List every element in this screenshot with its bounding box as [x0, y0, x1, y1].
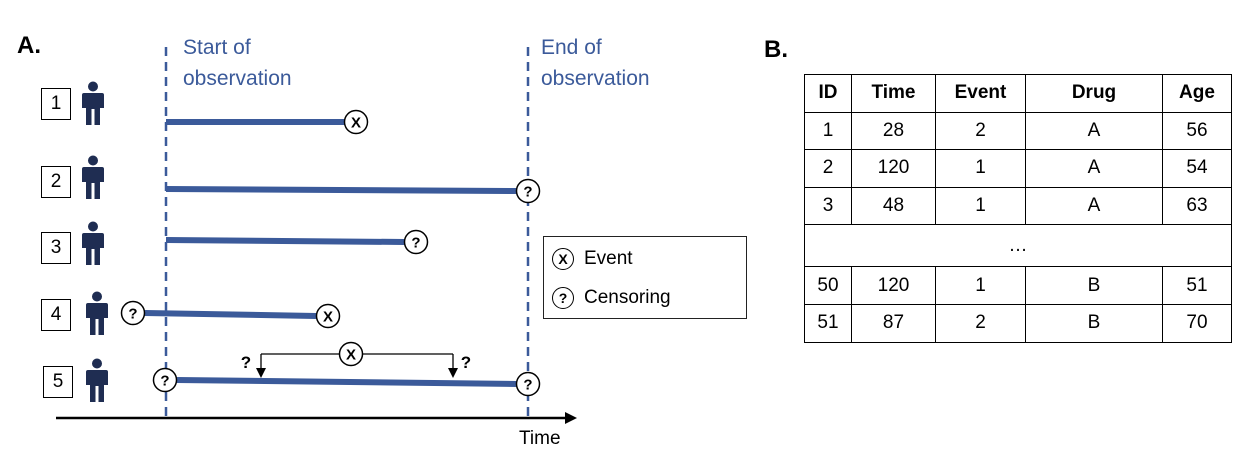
table-cell: B — [1025, 303, 1163, 343]
table-cell: 2 — [935, 111, 1026, 151]
interval-left-question: ? — [241, 353, 251, 372]
column-header-drug: Drug — [1025, 74, 1163, 113]
table-cell: 51 — [1162, 266, 1232, 305]
start-of-observation-label: Start of observation — [183, 36, 292, 90]
subject-id-box-4: 4 — [41, 299, 71, 331]
table-cell: 50 — [804, 266, 852, 305]
table-cell: B — [1025, 266, 1163, 305]
table-row: 1 28 2 A 56 — [804, 111, 1232, 151]
timeline-subject-3 — [165, 237, 405, 245]
table-cell: 2 — [935, 303, 1026, 343]
interval-right-question: ? — [461, 353, 471, 372]
table-cell: A — [1025, 149, 1163, 188]
column-header-age: Age — [1162, 74, 1232, 113]
table-ellipsis: … — [804, 224, 1232, 268]
person-icon — [82, 81, 104, 125]
event-marker-subject-1: X — [343, 109, 369, 135]
svg-text:X: X — [346, 347, 356, 364]
table-cell: 51 — [804, 303, 852, 343]
table-header-row: ID Time Event Drug Age — [804, 74, 1232, 113]
event-icon: X — [552, 248, 574, 270]
table-cell: 56 — [1162, 111, 1232, 151]
event-marker-subject-5-interval: X — [338, 341, 364, 367]
legend-event-label: Event — [584, 248, 633, 269]
end-of-observation-label: End of observation — [541, 36, 650, 90]
column-header-event: Event — [935, 74, 1026, 113]
censor-marker-subject-5-start: ? — [152, 367, 178, 393]
legend-censoring-label: Censoring — [584, 287, 671, 308]
table-cell: 1 — [935, 149, 1026, 188]
person-icon — [82, 155, 104, 199]
censor-marker-subject-5-end: ? — [515, 371, 541, 397]
svg-text:?: ? — [160, 373, 169, 390]
table-cell: 2 — [804, 149, 852, 188]
time-axis-label: Time — [519, 428, 561, 449]
event-marker-subject-4: X — [315, 303, 341, 329]
column-header-id: ID — [804, 74, 852, 113]
timeline-subject-5 — [176, 377, 517, 387]
table-cell: A — [1025, 186, 1163, 226]
subject-id-box-5: 5 — [43, 366, 73, 398]
table-row: 51 87 2 B 70 — [804, 303, 1232, 343]
table-row: 3 48 1 A 63 — [804, 186, 1232, 226]
person-icon — [86, 358, 108, 402]
table-cell: 48 — [851, 186, 936, 226]
panel-b-label: B. — [764, 36, 788, 63]
svg-text:?: ? — [128, 306, 137, 323]
timeline-subject-4 — [144, 310, 317, 319]
legend-censoring-row: ? Censoring — [552, 287, 671, 309]
column-header-time: Time — [851, 74, 936, 113]
subject-id-box-3: 3 — [41, 232, 71, 264]
table-row: 50 120 1 B 51 — [804, 266, 1232, 305]
table-cell: 120 — [851, 266, 936, 305]
legend-event-row: X Event — [552, 248, 633, 270]
table-cell: 1 — [935, 186, 1026, 226]
table-cell: 3 — [804, 186, 852, 226]
svg-text:X: X — [351, 115, 361, 132]
table-row: 2 120 1 A 54 — [804, 149, 1232, 188]
svg-text:X: X — [323, 309, 333, 326]
table-cell: 70 — [1162, 303, 1232, 343]
table-cell: 54 — [1162, 149, 1232, 188]
censor-marker-subject-3: ? — [403, 229, 429, 255]
table-cell: 120 — [851, 149, 936, 188]
time-axis-arrowhead — [565, 412, 577, 424]
censoring-icon: ? — [552, 287, 574, 309]
table-cell: 1 — [804, 111, 852, 151]
legend: X Event ? Censoring — [543, 236, 747, 319]
timeline-subject-2 — [165, 186, 517, 194]
subject-id-box-2: 2 — [41, 166, 71, 198]
table-cell: A — [1025, 111, 1163, 151]
censor-marker-subject-4-start: ? — [120, 300, 146, 326]
table-ellipsis-row: … — [804, 224, 1232, 268]
table-cell: 28 — [851, 111, 936, 151]
svg-text:?: ? — [523, 377, 532, 394]
panel-a-label: A. — [17, 32, 41, 59]
subject-id-box-1: 1 — [41, 88, 71, 120]
table-cell: 87 — [851, 303, 936, 343]
survival-data-table: ID Time Event Drug Age 1 28 2 A 56 2 120… — [804, 74, 1232, 343]
censor-marker-subject-2: ? — [515, 178, 541, 204]
person-icon — [82, 221, 104, 265]
svg-text:?: ? — [523, 184, 532, 201]
table-cell: 1 — [935, 266, 1026, 305]
svg-text:?: ? — [411, 235, 420, 252]
person-icon — [86, 291, 108, 335]
table-cell: 63 — [1162, 186, 1232, 226]
